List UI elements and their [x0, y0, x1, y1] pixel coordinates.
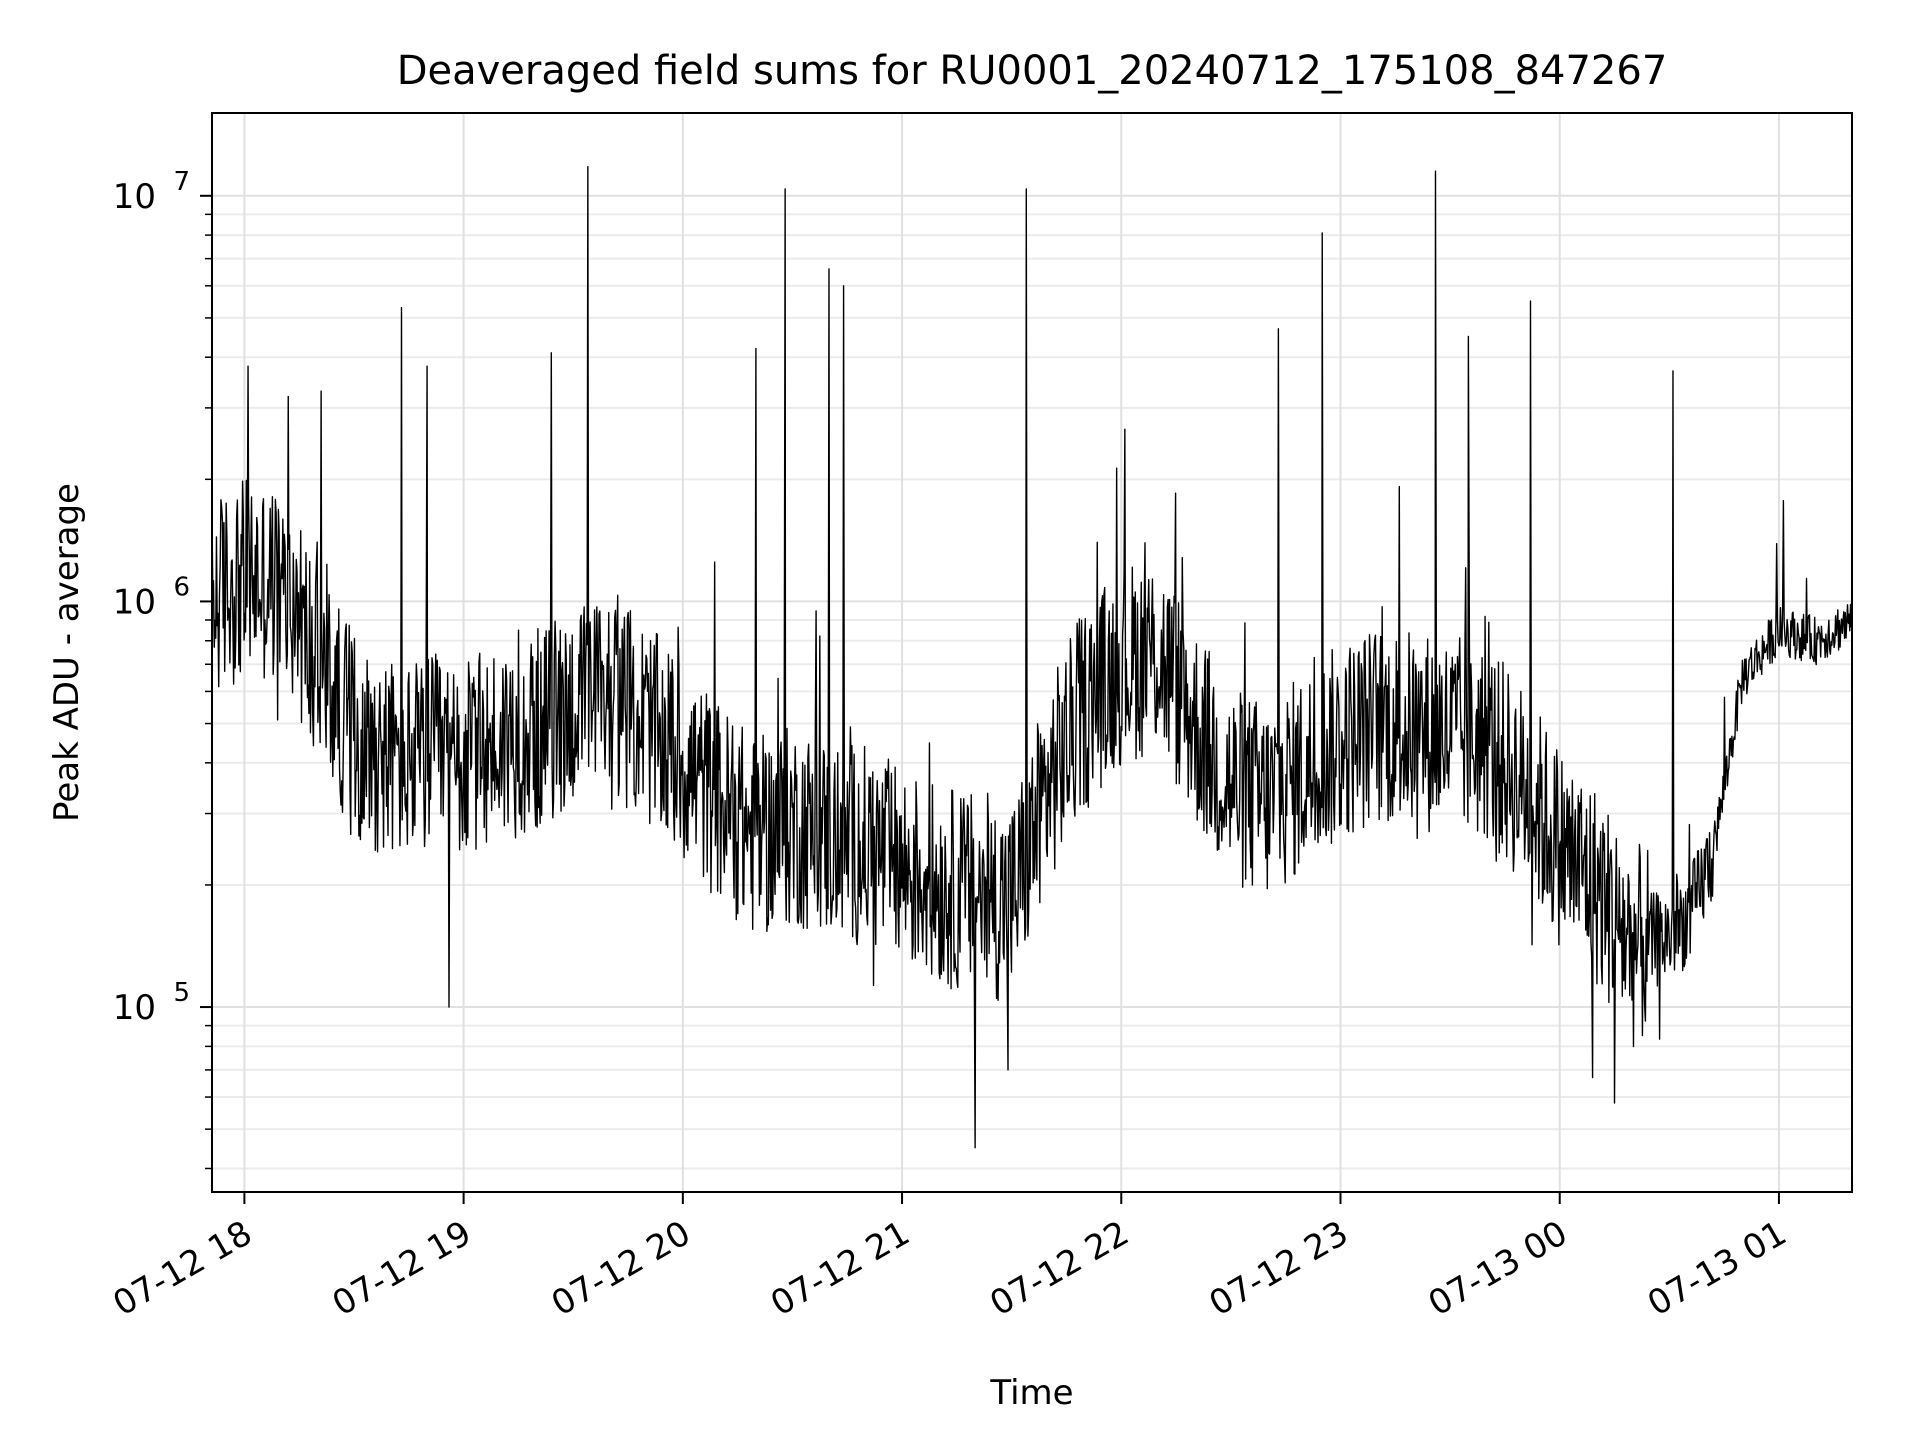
plot-area	[211, 165, 1853, 1149]
y-axis-label: Peak ADU - average	[47, 483, 87, 822]
y-tick-exponent: 5	[173, 978, 190, 1008]
x-axis-label: Time	[989, 1373, 1073, 1413]
y-axis-ticks: 10 5 10 6 10 7	[113, 167, 212, 1170]
y-tick-exponent: 6	[173, 572, 190, 602]
y-tick-exponent: 7	[173, 167, 190, 197]
chart-title: Deaveraged field sums for RU0001_2024071…	[397, 48, 1668, 94]
y-tick-label: 10	[113, 177, 156, 217]
y-tick-label: 10	[113, 988, 156, 1028]
y-tick-label: 10	[113, 582, 156, 622]
grid	[212, 113, 1852, 1192]
axes-frame	[211, 112, 1853, 1193]
series-line	[211, 165, 1853, 1149]
